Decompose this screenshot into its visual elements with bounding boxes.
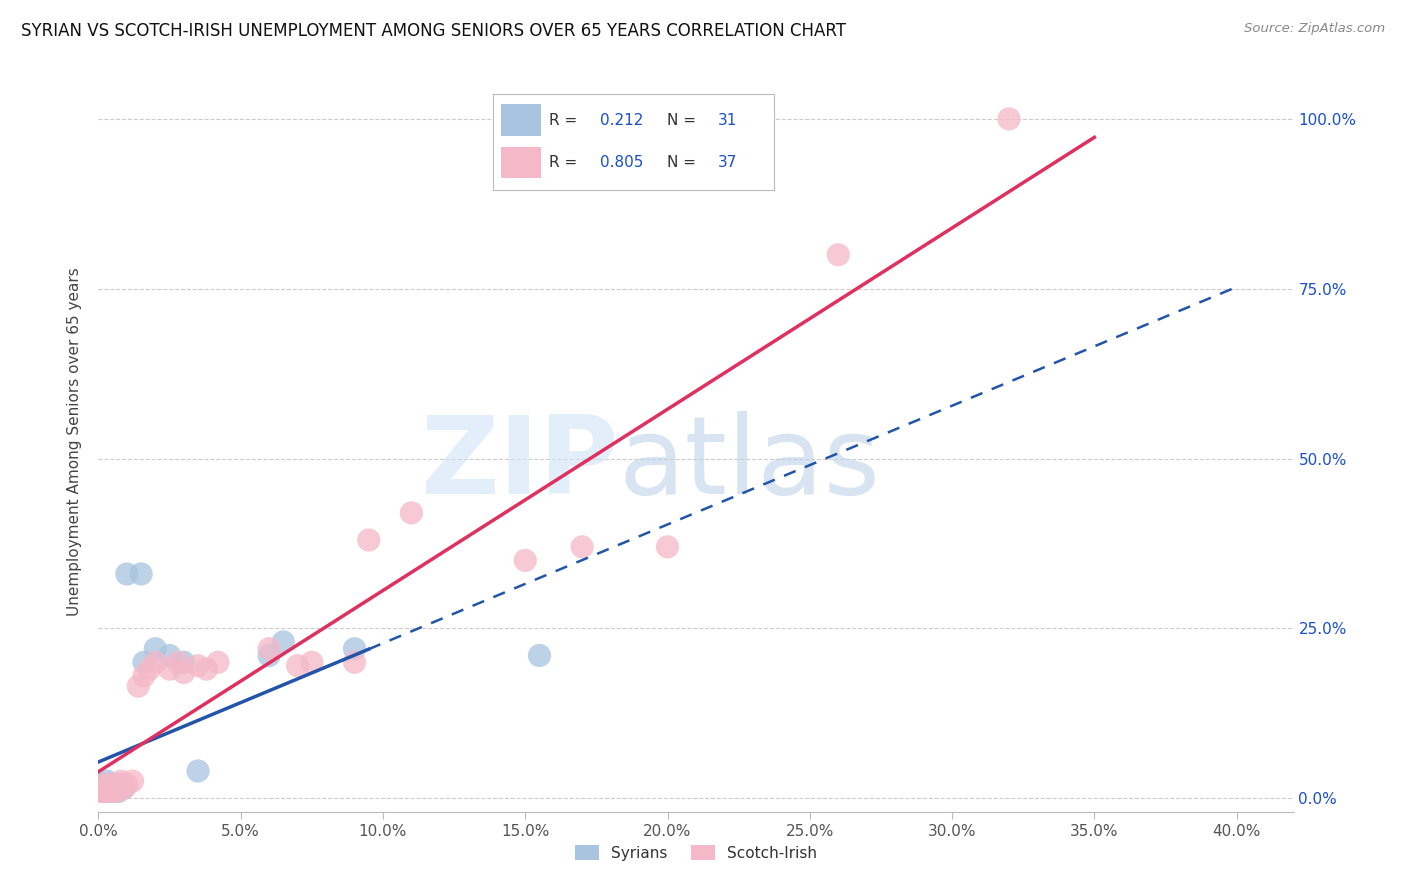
Point [101, 784, 124, 798]
Point [115, 778, 138, 792]
Point [127, 679, 149, 693]
Point [110, 774, 132, 789]
Point [173, 655, 195, 669]
Point [107, 784, 129, 798]
Point [132, 669, 155, 683]
Point [343, 641, 366, 656]
Point [90, 784, 112, 798]
Text: atlas: atlas [619, 410, 880, 516]
Point [515, 553, 537, 567]
Point [93, 778, 115, 792]
Point [107, 784, 129, 798]
Point [301, 655, 323, 669]
Point [96, 784, 118, 798]
Point [112, 780, 135, 795]
Point [112, 780, 135, 795]
Point [101, 780, 124, 795]
Point [107, 778, 129, 792]
Point [129, 566, 152, 581]
Point [98, 778, 121, 792]
Point [90, 778, 112, 792]
Point [104, 780, 127, 795]
Point [101, 778, 124, 792]
Point [96, 774, 118, 789]
Y-axis label: Unemployment Among Seniors over 65 years: Unemployment Among Seniors over 65 years [67, 268, 83, 615]
Text: SYRIAN VS SCOTCH-IRISH UNEMPLOYMENT AMONG SENIORS OVER 65 YEARS CORRELATION CHAR: SYRIAN VS SCOTCH-IRISH UNEMPLOYMENT AMON… [21, 22, 846, 40]
Point [110, 778, 132, 792]
Point [343, 655, 366, 669]
Point [93, 784, 115, 798]
Point [159, 648, 181, 663]
Text: Source: ZipAtlas.com: Source: ZipAtlas.com [1244, 22, 1385, 36]
Point [257, 641, 280, 656]
Point [104, 778, 127, 792]
Point [96, 784, 118, 798]
Point [187, 764, 209, 778]
Point [173, 665, 195, 680]
Point [827, 248, 849, 262]
Point [287, 658, 309, 673]
Point [90, 784, 112, 798]
Point [357, 533, 380, 547]
Point [104, 780, 127, 795]
Point [401, 506, 423, 520]
Point [207, 655, 229, 669]
Point [529, 648, 551, 663]
Point [257, 648, 280, 663]
Point [571, 540, 593, 554]
Point [110, 778, 132, 792]
Point [143, 641, 166, 656]
Point [101, 784, 124, 798]
Point [998, 112, 1021, 126]
Point [121, 774, 143, 789]
Point [187, 658, 209, 673]
Point [98, 784, 121, 798]
Point [98, 778, 121, 792]
Legend: Syrians, Scotch-Irish: Syrians, Scotch-Irish [568, 839, 824, 867]
Point [93, 784, 115, 798]
Point [195, 662, 218, 676]
Point [138, 662, 160, 676]
Point [96, 780, 118, 795]
Point [143, 655, 166, 669]
Point [167, 655, 190, 669]
Point [93, 778, 115, 792]
Point [159, 662, 181, 676]
Point [657, 540, 679, 554]
Point [273, 635, 295, 649]
Point [101, 778, 124, 792]
Point [132, 655, 155, 669]
Point [110, 780, 132, 795]
Point [115, 566, 138, 581]
Point [98, 784, 121, 798]
Point [96, 778, 118, 792]
Point [93, 780, 115, 795]
Text: ZIP: ZIP [420, 410, 619, 516]
